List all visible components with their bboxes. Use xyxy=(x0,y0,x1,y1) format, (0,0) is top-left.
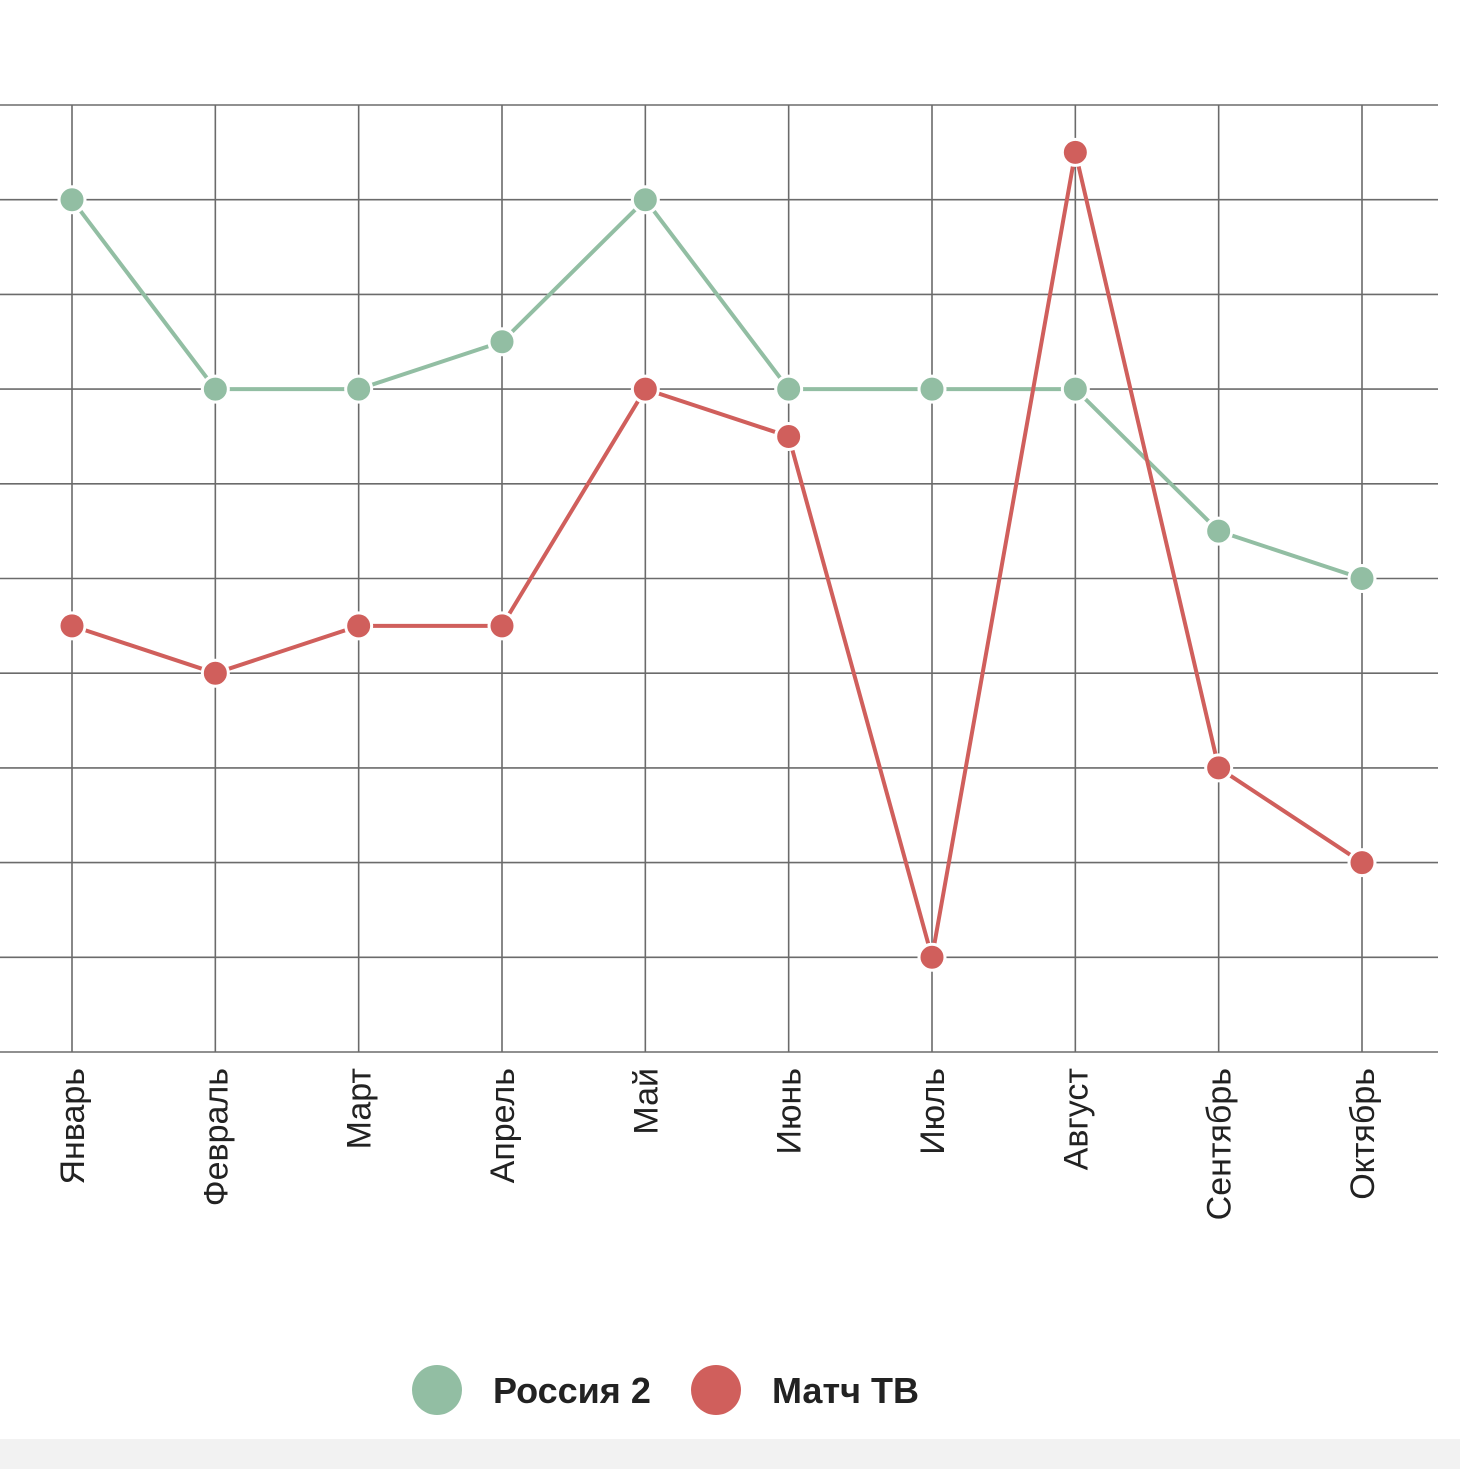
legend-item[interactable]: Матч ТВ xyxy=(691,1365,919,1415)
data-point[interactable] xyxy=(57,185,87,215)
data-point[interactable] xyxy=(344,374,374,404)
data-point[interactable] xyxy=(487,327,517,357)
legend-swatch xyxy=(412,1365,462,1415)
data-point[interactable] xyxy=(1060,374,1090,404)
legend-item[interactable]: Россия 2 xyxy=(412,1365,651,1415)
data-point[interactable] xyxy=(774,421,804,451)
x-tick-label: Март xyxy=(341,1068,379,1149)
x-tick-label: Февраль xyxy=(197,1068,235,1206)
legend-label: Россия 2 xyxy=(493,1370,651,1411)
data-point[interactable] xyxy=(200,374,230,404)
x-axis-labels: Январь Февраль Март Апрель Май Июнь Июль Август… xyxy=(54,1068,1382,1220)
x-tick-label: Сентябрь xyxy=(1201,1068,1239,1220)
legend-label: Матч ТВ xyxy=(772,1370,919,1411)
data-point[interactable] xyxy=(487,611,517,641)
data-point[interactable] xyxy=(344,611,374,641)
x-tick-label: Июль xyxy=(914,1068,952,1155)
data-point[interactable] xyxy=(630,374,660,404)
series-line-2 xyxy=(71,150,1364,960)
x-tick-label: Июнь xyxy=(771,1068,809,1154)
x-tick-label: Январь xyxy=(54,1068,92,1185)
data-point[interactable] xyxy=(57,611,87,641)
x-tick-label: Апрель xyxy=(484,1068,522,1183)
x-tick-label: Май xyxy=(627,1068,665,1135)
series-layer xyxy=(57,137,1377,972)
data-point[interactable] xyxy=(1060,137,1090,167)
data-point[interactable] xyxy=(1204,753,1234,783)
legend[interactable]: Россия 2 Матч ТВ xyxy=(412,1365,919,1415)
x-tick-label: Август xyxy=(1057,1068,1095,1170)
data-point[interactable] xyxy=(630,185,660,215)
bottom-strip xyxy=(0,1439,1460,1469)
data-point[interactable] xyxy=(200,658,230,688)
x-tick-label: Октябрь xyxy=(1344,1068,1382,1200)
data-point[interactable] xyxy=(1347,564,1377,593)
data-point[interactable] xyxy=(917,942,947,972)
data-point[interactable] xyxy=(1347,848,1377,878)
data-point[interactable] xyxy=(917,374,947,404)
data-point[interactable] xyxy=(1204,516,1234,546)
data-point[interactable] xyxy=(774,374,804,404)
legend-swatch xyxy=(691,1365,741,1415)
grid xyxy=(0,104,1438,1053)
